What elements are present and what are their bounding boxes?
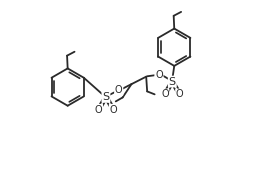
Text: O: O [161, 89, 169, 99]
Text: S: S [169, 77, 176, 87]
Text: O: O [176, 89, 184, 99]
Text: O: O [115, 85, 123, 95]
Text: O: O [110, 105, 117, 115]
Text: O: O [155, 70, 163, 80]
Text: S: S [102, 92, 110, 102]
Text: O: O [95, 105, 102, 115]
